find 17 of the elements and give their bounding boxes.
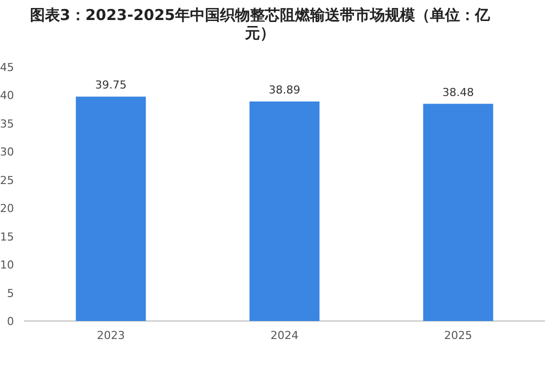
chart-title: 图表3：2023-2025年中国织物整芯阻燃输送带市场规模（单位：亿元） (28, 6, 492, 42)
data-label: 38.89 (268, 83, 300, 96)
y-tick-label: 20 (0, 202, 14, 216)
y-tick-label: 25 (0, 174, 14, 187)
x-tick-label: 2024 (270, 329, 298, 342)
data-label: 38.48 (442, 86, 474, 99)
y-tick-label: 45 (0, 61, 14, 74)
y-tick-label: 40 (0, 89, 14, 102)
x-tick-label: 2023 (96, 329, 125, 342)
y-tick-label: 15 (0, 230, 14, 244)
y-tick-label: 35 (0, 117, 14, 130)
y-tick-label: 5 (7, 286, 14, 300)
y-tick-label: 10 (0, 258, 14, 272)
y-tick-label: 0 (7, 315, 14, 328)
data-label: 39.75 (95, 78, 127, 92)
x-tick-label: 2025 (444, 329, 472, 342)
y-tick-label: 30 (0, 146, 14, 159)
